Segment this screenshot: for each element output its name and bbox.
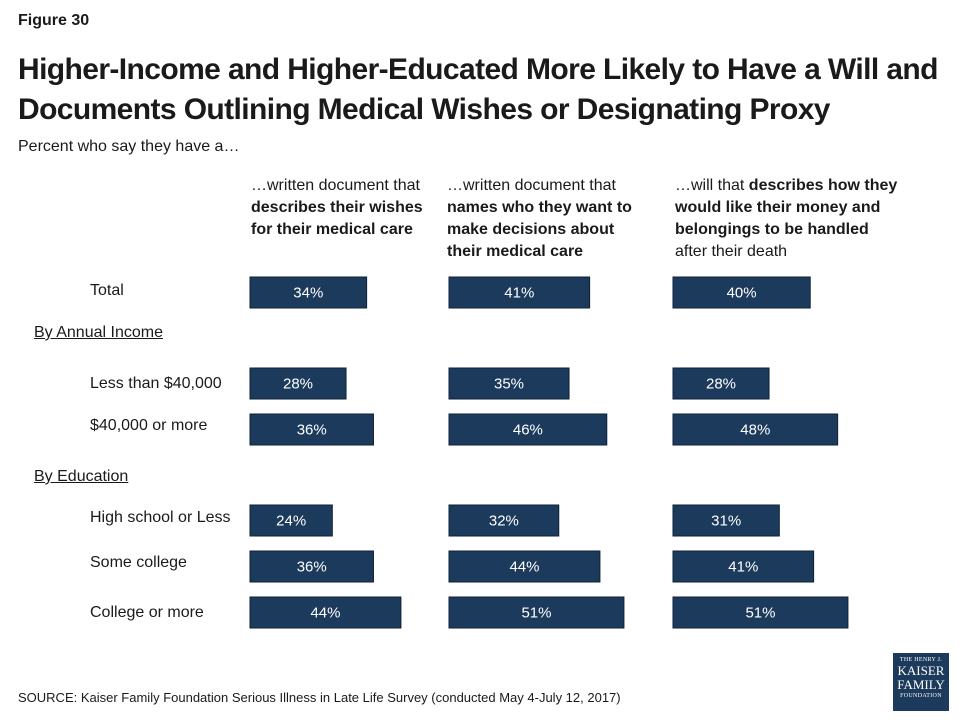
bar-will-row-5 <box>672 596 849 629</box>
bar-will-row-3 <box>672 504 780 537</box>
data-label-will-row-2: 48% <box>740 422 770 439</box>
data-label-proxy-row-2: 46% <box>513 422 543 439</box>
kff-logo: THE HENRY J. KAISER FAMILY FOUNDATION <box>893 653 949 711</box>
bar-will-row-2 <box>672 413 839 446</box>
group-label-income: By Annual Income <box>34 324 163 341</box>
source-note: SOURCE: Kaiser Family Foundation Serious… <box>18 690 621 705</box>
data-label-medical-wishes-row-3: 24% <box>276 513 306 530</box>
data-label-will-row-1: 28% <box>706 376 736 393</box>
row-label-income-low: Less than $40,000 <box>90 375 222 392</box>
data-label-will-row-4: 41% <box>728 559 758 576</box>
bar-will-row-4 <box>672 550 815 583</box>
bar-proxy-row-5 <box>448 596 625 629</box>
figure-label: Figure 30 <box>18 12 90 29</box>
bar-proxy-row-1 <box>448 367 570 400</box>
data-label-proxy-row-3: 32% <box>489 513 519 530</box>
row-label-college-or-more: College or more <box>90 604 204 621</box>
bar-medical-wishes-row-5 <box>249 596 402 629</box>
bar-proxy-row-2 <box>448 413 608 446</box>
row-label-high-school: High school or Less <box>90 509 231 526</box>
bar-proxy-row-3 <box>448 504 560 537</box>
column-header-medical-wishes: …written document that describes their w… <box>251 177 423 238</box>
chart-subtitle: Percent who say they have a… <box>18 138 240 155</box>
column-header-proxy: …written document that names who they wa… <box>447 177 632 260</box>
bar-proxy-row-0 <box>448 276 591 309</box>
data-label-will-row-3: 31% <box>711 513 741 530</box>
bar-medical-wishes-row-4 <box>249 550 374 583</box>
data-label-will-row-5: 51% <box>745 605 775 622</box>
row-label-income-high: $40,000 or more <box>90 417 208 434</box>
bar-medical-wishes-row-0 <box>249 276 368 309</box>
data-label-will-row-0: 40% <box>727 285 757 302</box>
data-label-medical-wishes-row-5: 44% <box>310 605 340 622</box>
row-label-total: Total <box>90 282 124 299</box>
bar-will-row-1 <box>672 367 770 400</box>
data-label-proxy-row-5: 51% <box>521 605 551 622</box>
data-label-proxy-row-0: 41% <box>504 285 534 302</box>
bar-medical-wishes-row-3 <box>249 504 333 537</box>
data-label-medical-wishes-row-2: 36% <box>297 422 327 439</box>
column-header-will: …will that describes how they would like… <box>675 177 898 260</box>
data-label-proxy-row-1: 35% <box>494 376 524 393</box>
chart-title: Higher-Income and Higher-Educated More L… <box>18 53 938 126</box>
data-label-medical-wishes-row-1: 28% <box>283 376 313 393</box>
data-label-proxy-row-4: 44% <box>509 559 539 576</box>
data-label-medical-wishes-row-4: 36% <box>297 559 327 576</box>
row-label-some-college: Some college <box>90 554 187 571</box>
group-label-education: By Education <box>34 468 129 485</box>
data-label-medical-wishes-row-0: 34% <box>293 285 323 302</box>
bar-will-row-0 <box>672 276 811 309</box>
bar-medical-wishes-row-1 <box>249 367 347 400</box>
bar-proxy-row-4 <box>448 550 601 583</box>
bar-medical-wishes-row-2 <box>249 413 374 446</box>
